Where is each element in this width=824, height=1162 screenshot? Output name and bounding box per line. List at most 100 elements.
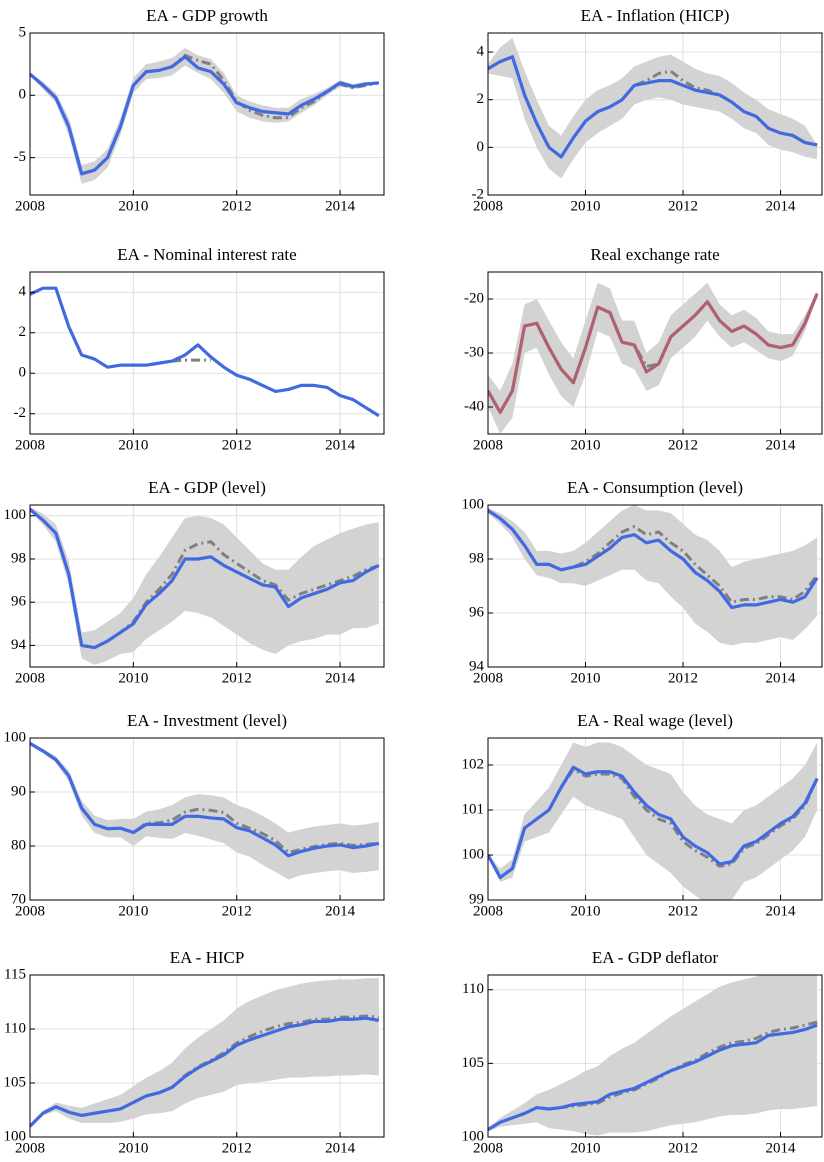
axes-frame	[29, 271, 385, 435]
panel: EA - Consumption (level) 94 96 98 100 2008 201…	[462, 478, 823, 686]
line	[488, 1023, 818, 1132]
x-tick-label: 2008	[473, 670, 503, 686]
panel-title: EA - Nominal interest rate	[117, 245, 296, 264]
x-tick-label: 2014	[325, 198, 356, 214]
y-tick-label: -2	[14, 405, 27, 421]
y-tick-label: -30	[464, 344, 484, 360]
y-tick-label: 96	[469, 604, 485, 620]
panel: Real exchange rate -40 -30 -20 2008 2010 2012 2…	[464, 245, 823, 453]
x-tick-label: 2008	[15, 437, 45, 453]
y-tick-label: 101	[462, 801, 485, 817]
x-tick-label: 2012	[668, 903, 698, 919]
y-tick-label: 100	[4, 729, 27, 745]
y-tick-label: 94	[11, 637, 27, 653]
panel-title: EA - Consumption (level)	[567, 478, 743, 497]
axes-frame	[29, 504, 385, 668]
line	[30, 508, 380, 650]
y-tick-label: 100	[4, 1128, 27, 1144]
y-tick-label: 110	[462, 981, 484, 997]
axes-frame	[487, 737, 823, 901]
y-tick-label: -40	[464, 398, 484, 414]
plot-area	[488, 33, 822, 195]
axes-frame	[487, 271, 823, 435]
x-tick-label: 2012	[668, 670, 698, 686]
panel: EA - GDP deflator 100 105 110 2008 2010 2012 20…	[462, 948, 823, 1156]
y-tick-label: 0	[477, 139, 485, 155]
x-tick-label: 2010	[571, 1140, 601, 1156]
plot-area	[30, 33, 384, 195]
x-tick-label: 2012	[222, 670, 252, 686]
line	[488, 509, 819, 610]
panel: EA - HICP 100 105 110 115 2008 2010 2012 2014	[4, 948, 385, 1156]
y-tick-label: 115	[4, 966, 26, 982]
y-tick-label: 90	[11, 783, 26, 799]
x-tick-label: 2008	[15, 1140, 45, 1156]
panel: EA - GDP growth -5 0 5 2008 2010 2012 2014	[14, 6, 385, 214]
y-tick-label: 4	[477, 43, 485, 59]
confidence-band	[30, 507, 379, 665]
x-tick-label: 2014	[325, 437, 356, 453]
x-tick-label: 2010	[571, 670, 601, 686]
y-tick-label: 94	[469, 658, 485, 674]
x-tick-label: 2012	[668, 198, 698, 214]
x-tick-label: 2012	[222, 903, 252, 919]
x-tick-label: 2010	[571, 198, 601, 214]
y-tick-label: 105	[4, 1074, 27, 1090]
y-tick-label: 110	[4, 1020, 26, 1036]
x-tick-label: 2010	[118, 1140, 148, 1156]
x-tick-label: 2014	[766, 1140, 797, 1156]
panel-title: EA - HICP	[170, 948, 245, 967]
panel-title: EA - GDP growth	[146, 6, 268, 25]
x-tick-label: 2014	[325, 1140, 356, 1156]
plot-area	[30, 272, 384, 434]
y-tick-label: 0	[19, 365, 27, 381]
confidence-band	[488, 37, 818, 179]
dashed-line	[171, 358, 211, 363]
x-tick-label: 2012	[668, 1140, 698, 1156]
confidence-band	[488, 742, 818, 900]
line	[30, 1016, 380, 1128]
panel-title: EA - Real wage (level)	[577, 711, 733, 730]
y-tick-label: 4	[19, 284, 27, 300]
y-tick-label: 100	[462, 496, 485, 512]
confidence-band	[30, 978, 379, 1128]
line	[488, 292, 819, 414]
x-tick-label: 2010	[118, 670, 148, 686]
plot-area	[30, 975, 384, 1137]
panel-title: EA - Investment (level)	[127, 711, 287, 730]
panel-title: EA - Inflation (HICP)	[581, 6, 730, 25]
x-tick-label: 2014	[325, 670, 356, 686]
x-tick-label: 2014	[766, 903, 797, 919]
x-tick-label: 2010	[118, 903, 148, 919]
y-tick-label: 80	[11, 837, 26, 853]
confidence-band	[488, 282, 818, 434]
line	[30, 55, 379, 176]
confidence-band	[488, 505, 818, 646]
axes-frame	[487, 32, 823, 196]
y-tick-label: 96	[11, 594, 27, 610]
line	[30, 742, 380, 858]
x-tick-label: 2012	[222, 198, 252, 214]
x-tick-label: 2008	[15, 903, 45, 919]
y-tick-label: 98	[469, 550, 484, 566]
panel-title: Real exchange rate	[590, 245, 719, 264]
plot-area	[488, 505, 822, 667]
axes-frame	[487, 504, 823, 668]
plot-area	[488, 272, 822, 434]
plot-area	[30, 738, 384, 900]
y-tick-label: 100	[462, 846, 485, 862]
line	[488, 765, 819, 880]
y-tick-label: -5	[14, 149, 27, 165]
axes-frame	[487, 974, 823, 1138]
y-tick-label: -20	[464, 290, 484, 306]
y-tick-label: 5	[19, 24, 27, 40]
x-tick-label: 2010	[571, 437, 601, 453]
axes-frame	[29, 32, 385, 196]
y-tick-label: 0	[19, 87, 27, 103]
confidence-band	[30, 47, 379, 184]
x-tick-label: 2008	[15, 198, 45, 214]
x-tick-label: 2010	[118, 198, 148, 214]
panel: EA - GDP (level) 94 96 98 100 2008 2010 2012 201…	[4, 478, 385, 686]
